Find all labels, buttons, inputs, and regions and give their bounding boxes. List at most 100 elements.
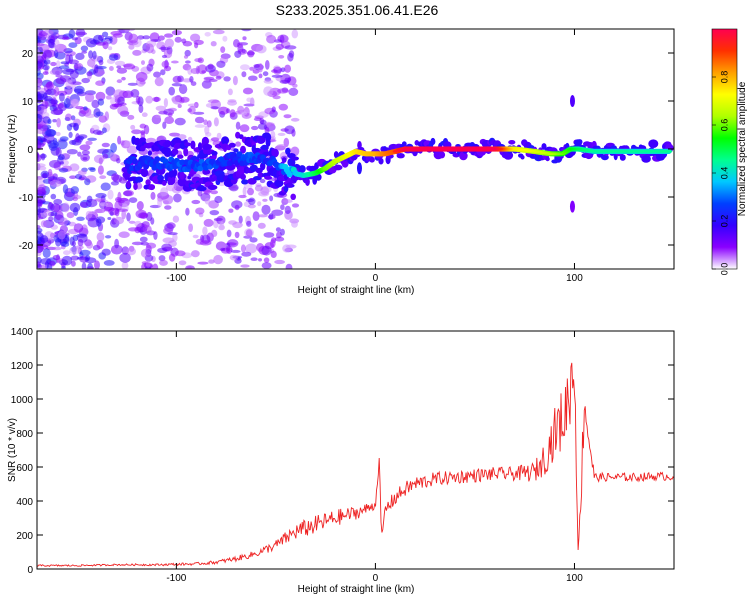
noise-blob — [287, 52, 294, 62]
colorbar-tick-label: 0.8 — [720, 71, 730, 84]
noise-blob — [226, 108, 231, 114]
noise-blob — [91, 99, 100, 109]
noise-blob — [70, 115, 76, 121]
noise-blob — [65, 79, 73, 90]
ridge-halo-blob — [184, 142, 191, 147]
ridge-halo-blob — [265, 133, 272, 142]
noise-blob — [102, 31, 109, 38]
noise-blob — [73, 88, 84, 93]
ridge-halo-blob — [147, 150, 153, 156]
noise-blob — [141, 112, 148, 117]
noise-blob — [223, 76, 231, 82]
noise-blob — [274, 236, 285, 242]
noise-blob — [206, 120, 212, 128]
noise-blob — [59, 92, 65, 102]
noise-blob — [116, 67, 128, 74]
noise-blob — [234, 231, 240, 239]
noise-blob — [107, 189, 114, 200]
snr-y-axis-label: SNR (10 * v/v) — [7, 418, 18, 482]
noise-blob — [140, 248, 151, 258]
noise-blob — [66, 212, 75, 219]
noise-blob — [194, 42, 199, 49]
noise-blob — [171, 96, 182, 103]
noise-blob — [216, 132, 222, 140]
noise-blob — [94, 260, 100, 269]
noise-blob — [71, 260, 76, 267]
ridge-core-blob — [179, 159, 186, 166]
noise-blob — [42, 123, 48, 132]
noise-blob — [268, 213, 274, 220]
noise-blob — [60, 61, 70, 65]
noise-blob — [128, 227, 139, 232]
noise-blob — [203, 119, 208, 126]
noise-blob — [41, 153, 46, 161]
noise-blob — [79, 249, 91, 256]
noise-blob — [117, 135, 122, 145]
noise-blob — [50, 193, 57, 200]
noise-blob — [37, 206, 41, 216]
noise-blob — [55, 77, 67, 85]
noise-blob — [95, 216, 106, 224]
noise-blob — [259, 178, 266, 184]
noise-blob — [50, 109, 63, 115]
ridge-halo-blob — [240, 173, 246, 180]
noise-blob — [284, 64, 291, 73]
noise-blob — [249, 66, 255, 71]
noise-blob — [42, 29, 54, 36]
noise-blob — [81, 50, 88, 54]
noise-blob — [230, 249, 241, 253]
noise-blob — [241, 251, 252, 257]
noise-blob — [139, 236, 148, 243]
noise-blob — [101, 142, 110, 148]
noise-blob — [174, 36, 182, 43]
noise-blob — [53, 86, 60, 97]
noise-blob — [182, 40, 193, 47]
noise-blob — [114, 200, 123, 211]
ridge-core-blob — [154, 156, 161, 163]
noise-blob — [68, 42, 78, 48]
noise-blob — [118, 231, 130, 238]
noise-blob — [161, 54, 168, 59]
noise-blob — [277, 132, 286, 136]
noise-blob — [56, 117, 61, 128]
ridge-halo-blob — [204, 169, 211, 175]
spectrogram-x-tick-label: 0 — [373, 273, 379, 284]
noise-blob — [188, 105, 196, 115]
noise-blob — [85, 140, 93, 146]
noise-blob — [89, 167, 96, 172]
noise-blob — [81, 77, 90, 84]
noise-blob — [284, 125, 295, 135]
noise-blob — [69, 246, 81, 255]
noise-blob — [204, 32, 211, 37]
noise-blob — [117, 191, 122, 202]
noise-blob — [246, 97, 253, 103]
noise-blob — [202, 226, 208, 236]
noise-blob — [37, 118, 41, 122]
snr-y-tick-label: 600 — [16, 463, 33, 474]
noise-blob — [122, 190, 133, 197]
noise-blob — [258, 73, 263, 79]
noise-blob — [103, 260, 115, 266]
ridge-halo-blob — [172, 168, 178, 177]
ridge-halo-blob — [619, 154, 626, 161]
noise-blob — [278, 103, 288, 111]
noise-blob — [123, 140, 132, 147]
noise-blob — [94, 64, 99, 74]
noise-blob — [258, 63, 263, 73]
noise-blob — [197, 261, 209, 265]
ridge-halo-blob — [290, 176, 300, 181]
noise-blob — [126, 145, 138, 154]
noise-blob — [87, 58, 96, 67]
noise-blob — [212, 29, 225, 35]
colorbar-tick-label: 0.4 — [720, 167, 730, 180]
spectrogram-y-tick-label: 20 — [22, 49, 34, 60]
noise-blob — [160, 69, 166, 76]
noise-blob — [42, 49, 53, 59]
noise-blob — [131, 241, 144, 246]
ridge-halo-blob — [167, 176, 176, 186]
noise-blob — [86, 71, 93, 77]
noise-blob — [195, 238, 205, 245]
noise-blob — [71, 240, 76, 247]
noise-blob — [71, 98, 80, 107]
